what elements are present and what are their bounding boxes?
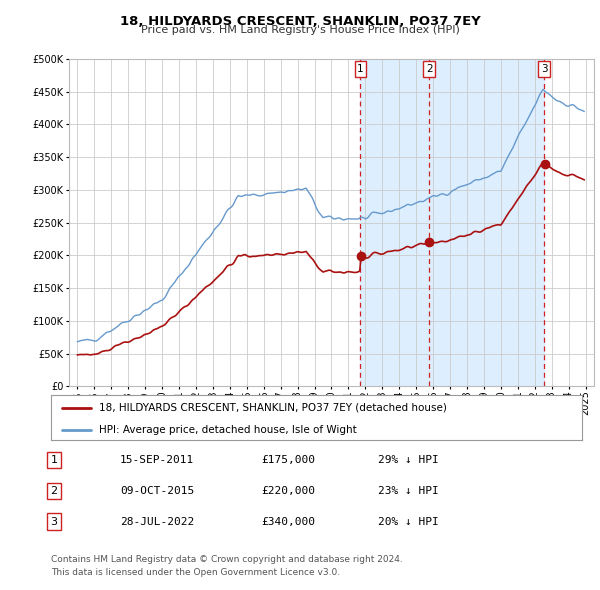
Text: 2: 2 <box>426 64 433 74</box>
Text: 3: 3 <box>50 517 58 526</box>
Text: Price paid vs. HM Land Registry's House Price Index (HPI): Price paid vs. HM Land Registry's House … <box>140 25 460 35</box>
Text: 1: 1 <box>50 455 58 465</box>
Text: 15-SEP-2011: 15-SEP-2011 <box>120 455 194 465</box>
Text: 23% ↓ HPI: 23% ↓ HPI <box>378 486 439 496</box>
Text: £340,000: £340,000 <box>261 517 315 526</box>
Text: 1: 1 <box>357 64 364 74</box>
Text: 3: 3 <box>541 64 548 74</box>
Text: 18, HILDYARDS CRESCENT, SHANKLIN, PO37 7EY (detached house): 18, HILDYARDS CRESCENT, SHANKLIN, PO37 7… <box>99 403 446 412</box>
Text: £175,000: £175,000 <box>261 455 315 465</box>
Text: 18, HILDYARDS CRESCENT, SHANKLIN, PO37 7EY: 18, HILDYARDS CRESCENT, SHANKLIN, PO37 7… <box>119 15 481 28</box>
Text: HPI: Average price, detached house, Isle of Wight: HPI: Average price, detached house, Isle… <box>99 425 356 435</box>
Text: 09-OCT-2015: 09-OCT-2015 <box>120 486 194 496</box>
Text: Contains HM Land Registry data © Crown copyright and database right 2024.: Contains HM Land Registry data © Crown c… <box>51 555 403 564</box>
Text: 29% ↓ HPI: 29% ↓ HPI <box>378 455 439 465</box>
Text: 28-JUL-2022: 28-JUL-2022 <box>120 517 194 526</box>
Text: 20% ↓ HPI: 20% ↓ HPI <box>378 517 439 526</box>
Text: This data is licensed under the Open Government Licence v3.0.: This data is licensed under the Open Gov… <box>51 568 340 577</box>
Text: £220,000: £220,000 <box>261 486 315 496</box>
Bar <box>361 59 544 386</box>
Text: 2: 2 <box>50 486 58 496</box>
